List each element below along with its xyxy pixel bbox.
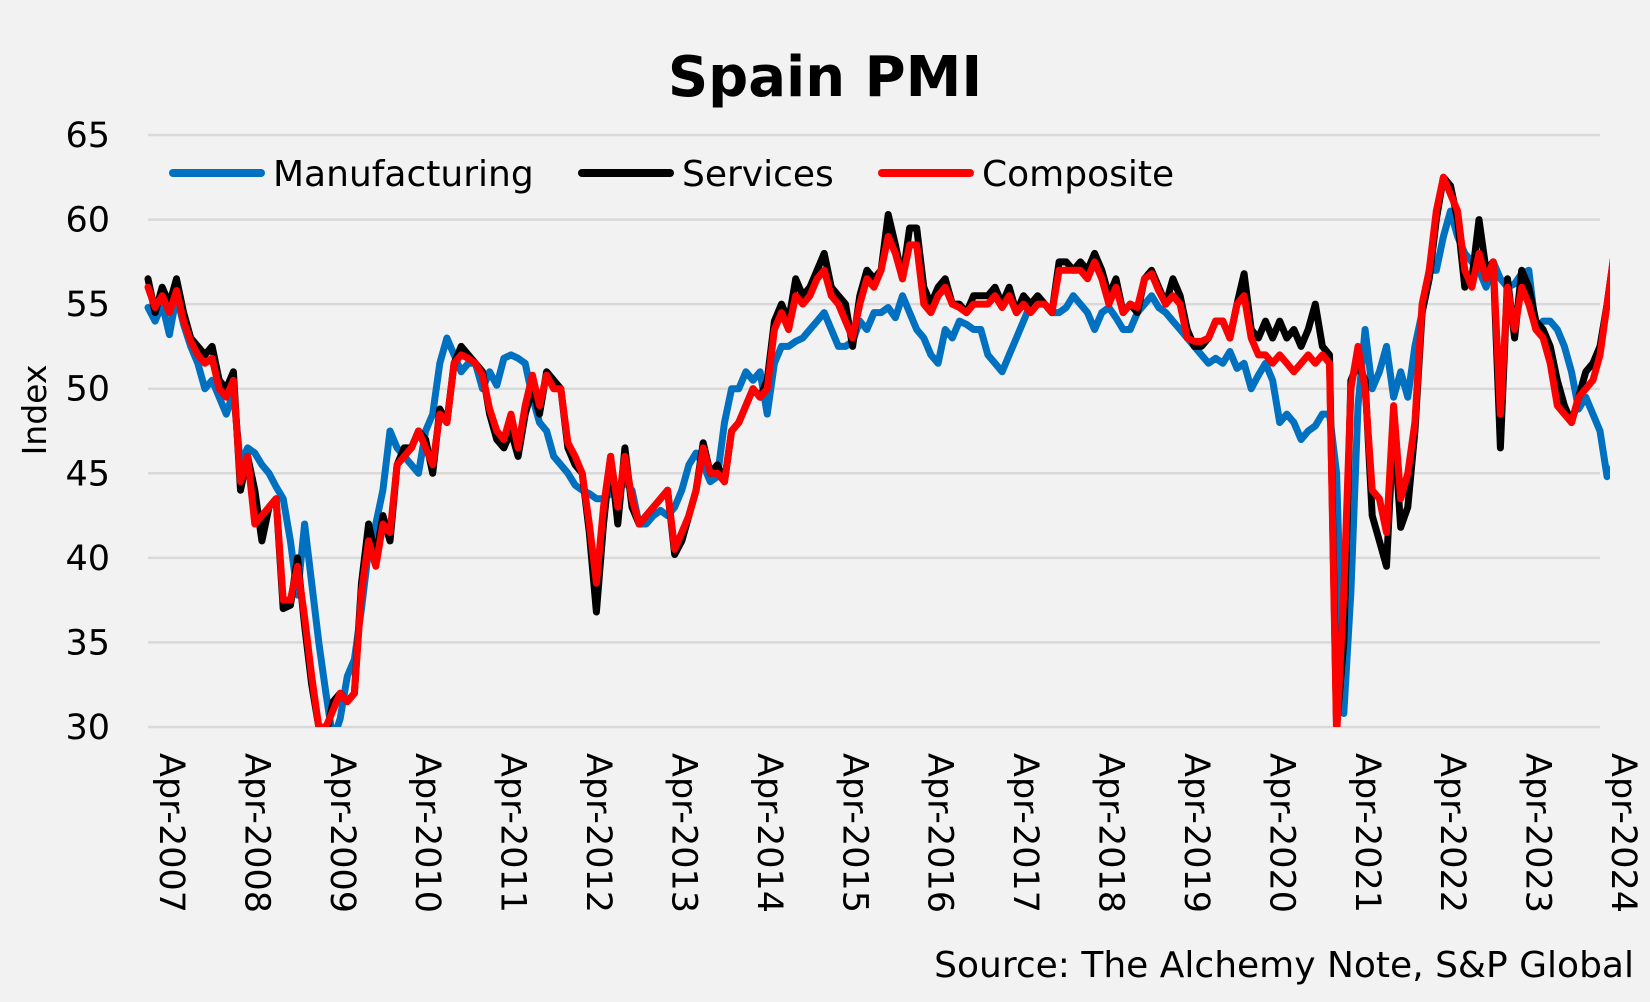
y-tick-label: 30 <box>65 708 110 748</box>
x-tick-label: Apr-2016 <box>920 753 960 913</box>
legend-label-services: Services <box>682 154 834 195</box>
x-tick-label: Apr-2009 <box>322 753 362 913</box>
series-line-composite <box>144 173 1610 727</box>
y-axis-label: Index <box>15 365 54 456</box>
y-axis-ticks: 30 35 40 45 50 55 60 65 <box>65 116 110 748</box>
source-note: Source: The Alchemy Note, S&P Global <box>934 945 1634 986</box>
legend-label-manufacturing: Manufacturing <box>273 154 534 195</box>
x-tick-label: Apr-2007 <box>151 753 191 913</box>
y-tick-label: 50 <box>65 370 110 410</box>
plot-area <box>144 173 1610 727</box>
x-tick-label: Apr-2017 <box>1005 753 1045 913</box>
y-tick-label: 35 <box>65 623 110 663</box>
chart-title: Spain PMI <box>668 45 982 110</box>
x-tick-label: Apr-2015 <box>834 753 874 913</box>
y-tick-label: 55 <box>65 285 110 325</box>
x-tick-label: Apr-2012 <box>578 753 618 913</box>
y-tick-label: 60 <box>65 201 110 241</box>
y-tick-label: 40 <box>65 539 110 579</box>
x-tick-label: Apr-2011 <box>493 753 533 913</box>
x-tick-label: Apr-2008 <box>236 753 276 913</box>
y-tick-label: 65 <box>65 116 110 156</box>
legend: Manufacturing Services Composite <box>169 154 1174 195</box>
x-tick-label: Apr-2021 <box>1347 753 1387 913</box>
gridlines <box>148 133 1600 729</box>
x-axis-ticks: Apr-2007 Apr-2008 Apr-2009 Apr-2010 Apr-2011… <box>151 753 1643 913</box>
x-tick-label: Apr-2010 <box>407 753 447 913</box>
x-tick-label: Apr-2020 <box>1261 753 1301 913</box>
x-tick-label: Apr-2013 <box>663 753 703 913</box>
x-tick-label: Apr-2019 <box>1176 753 1216 913</box>
x-tick-label: Apr-2014 <box>749 753 789 913</box>
x-tick-label: Apr-2023 <box>1518 753 1558 913</box>
legend-label-composite: Composite <box>982 154 1174 195</box>
y-tick-label: 45 <box>65 454 110 494</box>
x-tick-label: Apr-2024 <box>1603 753 1643 913</box>
x-tick-label: Apr-2022 <box>1432 753 1472 913</box>
x-tick-label: Apr-2018 <box>1091 753 1131 913</box>
